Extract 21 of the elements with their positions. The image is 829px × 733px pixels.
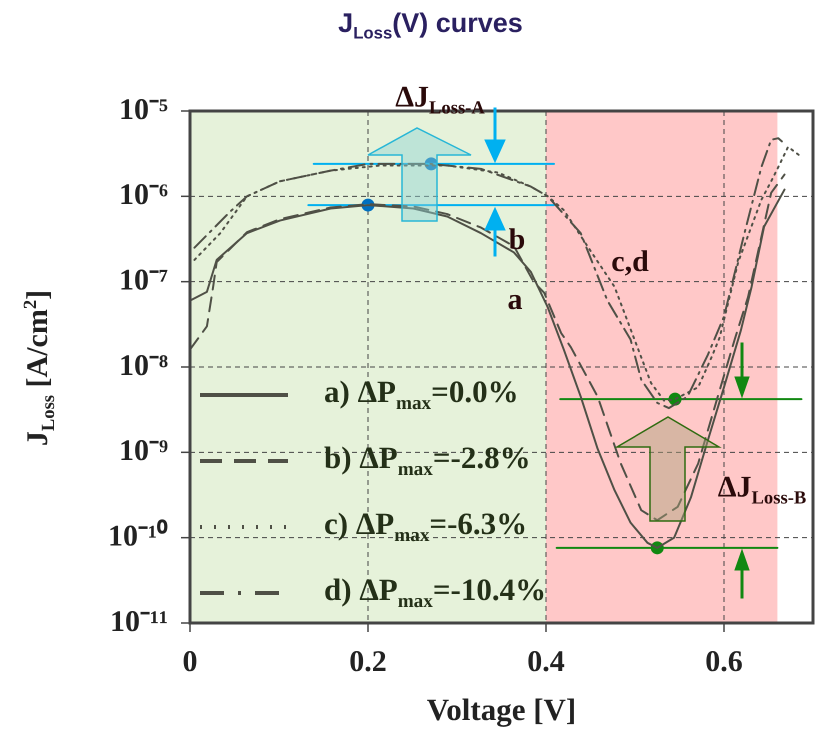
legend-label: c) ΔP$_{max}$=-6.3% — [324, 506, 528, 548]
legend-label: d) ΔP$_{max}$=-10.4% — [324, 572, 546, 614]
y-tick-label: 10⁻⁵ — [119, 92, 168, 126]
y-tick-label: 10⁻¹⁰ — [108, 518, 168, 552]
x-axis-title: Voltage [V] — [426, 692, 578, 728]
chart-title: J$_{Loss}$(V) curves — [337, 8, 524, 44]
annotation: ΔJ$_{Loss-B}$ — [718, 470, 806, 510]
y-tick-label: 10⁻¹¹ — [110, 604, 168, 638]
y-tick-label: 10⁻⁷ — [119, 263, 168, 296]
x-tick-label: 0.6 — [705, 644, 743, 678]
x-tick-label: 0.4 — [527, 644, 565, 678]
annotation: c,d — [611, 245, 649, 279]
y-tick-label: 10⁻⁸ — [119, 348, 168, 382]
x-tick-label: 0.2 — [349, 644, 387, 678]
legend-label: a) ΔP$_{max}$=0.0% — [324, 374, 519, 416]
x-tick-label: 0 — [182, 644, 198, 678]
legend-label: b) ΔP$_{max}$=-2.8% — [324, 440, 531, 482]
annotation: b — [508, 223, 526, 257]
annotation: a — [508, 283, 522, 317]
y-tick-label: 10⁻⁹ — [119, 434, 168, 468]
y-tick-label: 10⁻⁶ — [119, 178, 168, 212]
